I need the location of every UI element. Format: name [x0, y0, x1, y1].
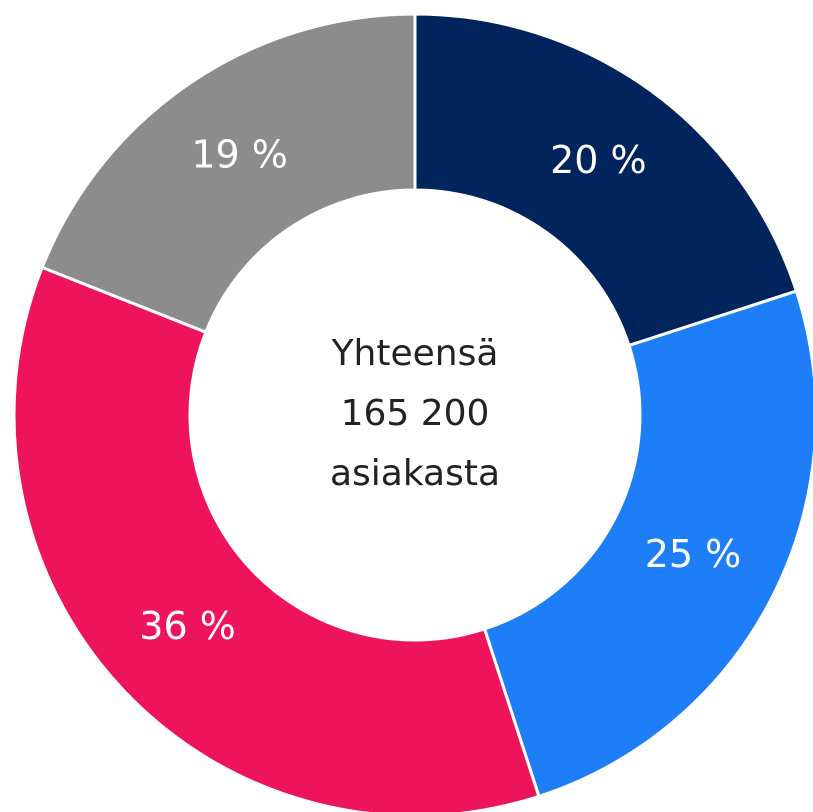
data-label: 25 % — [645, 532, 742, 576]
donut-segment — [413, 12, 799, 348]
data-label: 19 % — [191, 132, 288, 176]
center-text: Yhteensä — [331, 333, 499, 374]
donut-segment — [482, 289, 813, 799]
donut-segment — [40, 12, 417, 335]
center-text: 165 200 — [341, 393, 490, 434]
donut-segment — [12, 265, 541, 812]
data-label: 20 % — [550, 138, 647, 182]
data-label: 36 % — [139, 604, 236, 648]
center-text: asiakasta — [330, 453, 500, 494]
